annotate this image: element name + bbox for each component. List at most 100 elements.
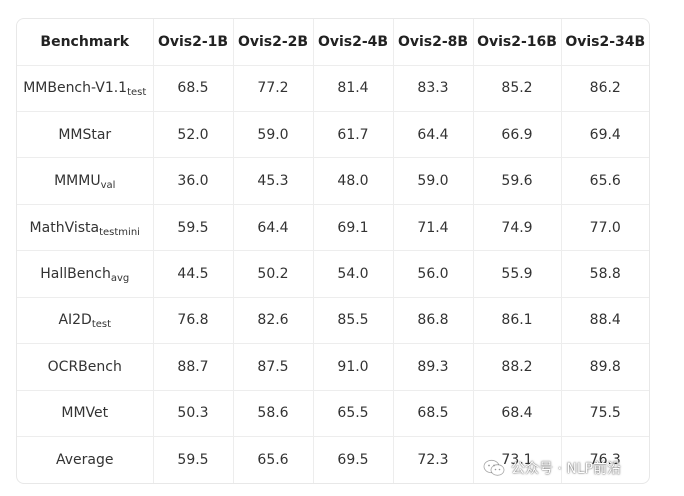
header-ovis2-16b: Ovis2-16B: [473, 19, 562, 66]
benchmark-name: MMVet: [61, 405, 109, 422]
benchmark-split: avg: [110, 272, 130, 284]
header-ovis2-2b: Ovis2-2B: [233, 19, 314, 66]
score-cell: 56.0: [393, 250, 474, 298]
benchmark-name: HallBench: [40, 265, 111, 282]
score-cell: 71.4: [393, 204, 474, 252]
table-row: MMMUval 36.0 45.3 48.0 59.0 59.6 65.6: [17, 157, 649, 205]
benchmark-name-cell: HallBenchavg: [17, 250, 154, 298]
benchmark-split: test: [91, 319, 112, 331]
score-cell: 65.6: [233, 436, 314, 483]
score-cell: 81.4: [313, 65, 394, 112]
score-cell: 45.3: [233, 157, 314, 205]
header-ovis2-1b: Ovis2-1B: [153, 19, 234, 66]
score-cell: 69.1: [313, 204, 394, 252]
table-row: MMBench-V1.1test 68.5 77.2 81.4 83.3 85.2 86.2: [17, 65, 649, 112]
score-cell: 50.3: [153, 390, 234, 438]
score-cell: 76.3: [589, 452, 621, 468]
score-cell: 74.9: [473, 204, 562, 252]
score-cell: 52.0: [153, 111, 234, 159]
header-benchmark: Benchmark: [17, 19, 154, 66]
score-cell: 66.9: [473, 111, 562, 159]
score-cell: 85.2: [473, 65, 562, 112]
score-cell: 59.6: [473, 157, 562, 205]
score-cell: 88.2: [473, 343, 562, 391]
table-row: MMStar 52.0 59.0 61.7 64.4 66.9 69.4: [17, 111, 649, 159]
wechat-icon: [483, 459, 505, 477]
watermark-text: 公众号 · NLP前沿: [511, 461, 622, 477]
table-row: MMVet 50.3 58.6 65.5 68.5 68.4 75.5: [17, 390, 649, 438]
benchmark-table-container: Benchmark Ovis2-1B Ovis2-2B Ovis2-4B Ovi…: [16, 18, 650, 484]
score-cell: 68.5: [153, 65, 234, 112]
table-row: Average 59.5 65.6 69.5 72.3 73.1 76.3: [17, 436, 649, 483]
score-cell: 50.2: [233, 250, 314, 298]
benchmark-name-cell: MathVistatestmini: [17, 204, 154, 252]
score-cell: 44.5: [153, 250, 234, 298]
benchmark-name: MMStar: [58, 126, 112, 143]
benchmark-name-cell: MMVet: [17, 390, 154, 438]
header-ovis2-4b: Ovis2-4B: [313, 19, 394, 66]
header-ovis2-34b: Ovis2-34B: [561, 19, 649, 66]
benchmark-name: OCRBench: [47, 358, 122, 375]
benchmark-split: testmini: [99, 226, 140, 238]
score-cell: 76.8: [153, 297, 234, 345]
benchmark-name-cell: Average: [17, 436, 154, 483]
table-row: MathVistatestmini 59.5 64.4 69.1 71.4 74.9 77.…: [17, 204, 649, 252]
score-cell: 75.5: [561, 390, 649, 438]
benchmark-name-cell: MMMUval: [17, 157, 154, 205]
benchmark-name: MathVista: [29, 219, 100, 236]
score-cell: 88.4: [561, 297, 649, 345]
score-cell: 55.9: [473, 250, 562, 298]
benchmark-name: AI2D: [58, 312, 92, 329]
score-cell: 64.4: [393, 111, 474, 159]
score-cell: 68.4: [473, 390, 562, 438]
score-cell: 86.2: [561, 65, 649, 112]
benchmark-name: MMMU: [54, 173, 101, 190]
score-cell: 89.8: [561, 343, 649, 391]
score-cell: 83.3: [393, 65, 474, 112]
benchmark-name: MMBench-V1.1: [23, 80, 128, 97]
table-row: AI2Dtest 76.8 82.6 85.5 86.8 86.1 88.4: [17, 297, 649, 345]
score-cell: 48.0: [313, 157, 394, 205]
score-cell: 82.6: [233, 297, 314, 345]
table-body: MMBench-V1.1test 68.5 77.2 81.4 83.3 85.2 86.2…: [17, 65, 649, 483]
score-cell: 87.5: [233, 343, 314, 391]
score-cell: 59.0: [233, 111, 314, 159]
table-header-row: Benchmark Ovis2-1B Ovis2-2B Ovis2-4B Ovi…: [17, 19, 649, 66]
benchmark-name-cell: MMBench-V1.1test: [17, 65, 154, 112]
score-cell: 86.1: [473, 297, 562, 345]
score-cell: 68.5: [393, 390, 474, 438]
table-row: HallBenchavg 44.5 50.2 54.0 56.0 55.9 58.8: [17, 250, 649, 298]
watermark: 公众号 · NLP前沿: [483, 456, 621, 480]
score-cell: 72.3: [393, 436, 474, 483]
score-cell: 88.7: [153, 343, 234, 391]
score-cell: 59.5: [153, 436, 234, 483]
score-cell: 61.7: [313, 111, 394, 159]
benchmark-split: test: [127, 87, 147, 99]
benchmark-split: val: [100, 180, 116, 192]
score-cell: 58.8: [561, 250, 649, 298]
benchmark-name-cell: OCRBench: [17, 343, 154, 391]
score-cell: 73.1: [473, 436, 562, 483]
score-cell: 85.5: [313, 297, 394, 345]
score-cell: 65.6: [561, 157, 649, 205]
score-cell: 86.8: [393, 297, 474, 345]
score-cell: 65.5: [313, 390, 394, 438]
score-cell: 77.0: [561, 204, 649, 252]
score-cell: 89.3: [393, 343, 474, 391]
score-cell: 54.0: [313, 250, 394, 298]
benchmark-table: Benchmark Ovis2-1B Ovis2-2B Ovis2-4B Ovi…: [17, 19, 649, 483]
score-cell: 69.5: [313, 436, 394, 483]
score-cell: 91.0: [313, 343, 394, 391]
score-cell: 69.4: [561, 111, 649, 159]
score-cell: 59.5: [153, 204, 234, 252]
score-cell: 59.0: [393, 157, 474, 205]
score-cell: 77.2: [233, 65, 314, 112]
benchmark-name: Average: [56, 452, 114, 468]
score-cell: 58.6: [233, 390, 314, 438]
benchmark-name-cell: MMStar: [17, 111, 154, 159]
score-cell: 64.4: [233, 204, 314, 252]
table-row: OCRBench 88.7 87.5 91.0 89.3 88.2 89.8: [17, 343, 649, 391]
benchmark-name-cell: AI2Dtest: [17, 297, 154, 345]
header-ovis2-8b: Ovis2-8B: [393, 19, 474, 66]
